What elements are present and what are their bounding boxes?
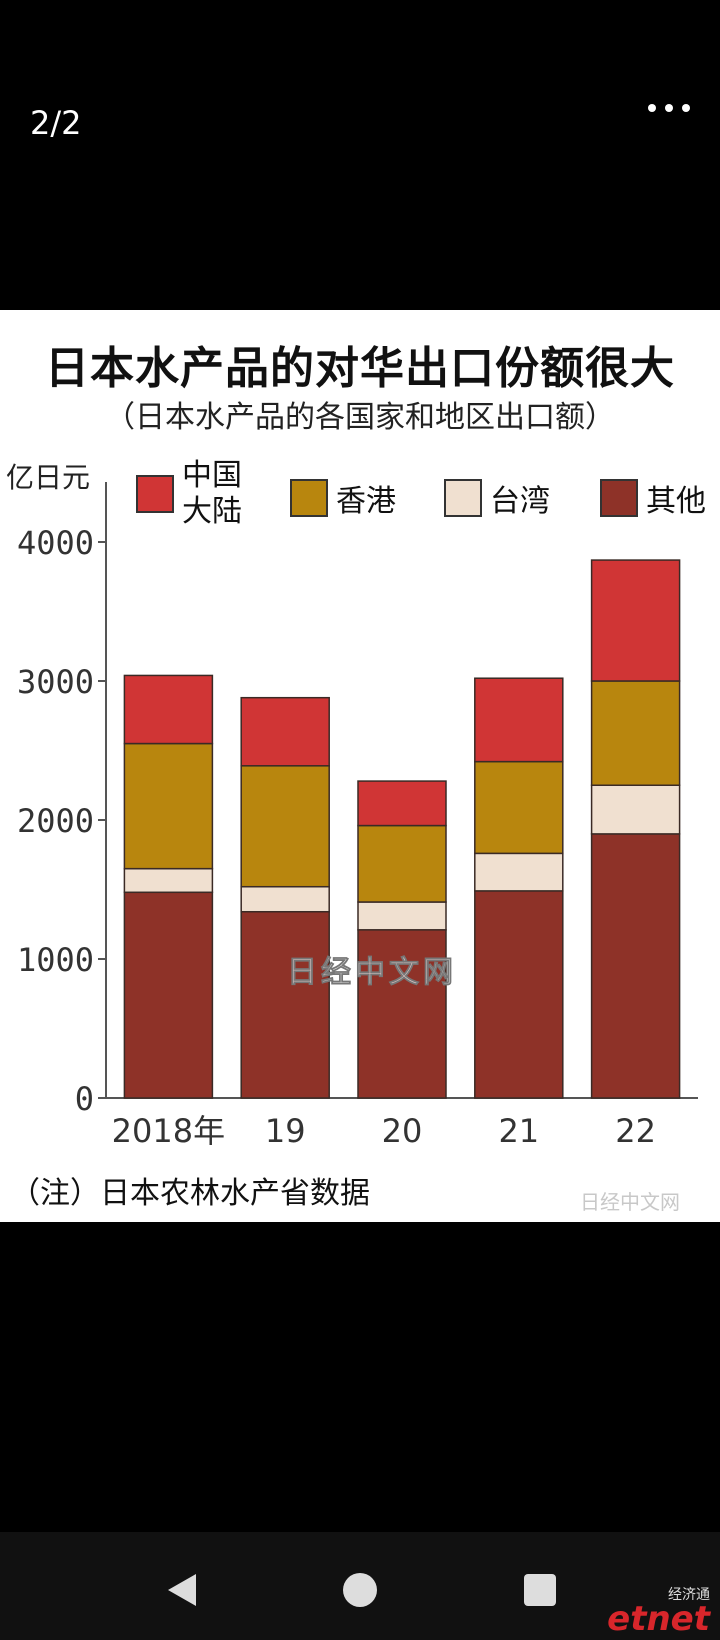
bar-segment — [357, 780, 447, 827]
image-counter: 2/2 — [30, 104, 82, 142]
y-tick-label: 4000 — [17, 524, 94, 562]
back-triangle-icon[interactable] — [162, 1570, 202, 1610]
legend-label-other: 其他 — [646, 484, 706, 519]
y-axis-unit: 亿日元 — [6, 461, 91, 494]
bar-segment — [240, 885, 330, 913]
bar-segment — [474, 760, 564, 855]
x-tick-label: 19 — [265, 1112, 306, 1150]
x-tick-label: 20 — [382, 1112, 423, 1150]
x-tick-label: 22 — [615, 1112, 656, 1150]
bar-segment — [474, 852, 564, 892]
etnet-logo-en: etnet — [607, 1599, 710, 1639]
legend-label-hongkong: 香港 — [336, 484, 396, 519]
legend-swatch-taiwan — [444, 479, 482, 517]
chart-image: 日本水产品的对华出口份额很大 （日本水产品的各国家和地区出口额） 亿日元 中国 … — [0, 310, 720, 1222]
legend-swatch-other — [600, 479, 638, 517]
more-horizontal-icon[interactable] — [648, 104, 690, 112]
bar-segment — [123, 867, 214, 894]
home-circle-icon[interactable] — [340, 1570, 380, 1610]
legend-item-hongkong: 香港 — [290, 476, 396, 520]
bar-segment — [590, 559, 681, 682]
bar-segment — [474, 677, 564, 763]
bar-segment — [123, 742, 214, 870]
x-tick-label: 2018年 — [112, 1112, 225, 1150]
chart-title: 日本水产品的对华出口份额很大 — [45, 343, 675, 394]
recents-square-icon[interactable] — [520, 1570, 560, 1610]
bar-segment — [590, 833, 681, 1099]
stacked-bar-chart: 0 1000 2000 3000 4000 2018年 19 20 21 22 日经中文网 — [17, 482, 698, 1150]
y-tick-label: 0 — [75, 1080, 94, 1118]
bar-segment — [123, 674, 214, 745]
bar-segment — [240, 765, 330, 888]
etnet-logo: 经济通 etnet — [607, 1584, 710, 1636]
bar-segment — [240, 696, 330, 767]
legend-item-taiwan: 台湾 — [444, 476, 550, 520]
bar-segment — [123, 891, 214, 1099]
chart-subtitle: （日本水产品的各国家和地区出口额） — [105, 400, 615, 435]
legend-swatch-hongkong — [290, 479, 328, 517]
source-note: （注）日本农林水产省数据 — [10, 1176, 370, 1211]
legend-item-other: 其他 — [600, 476, 706, 520]
bar-segment — [357, 824, 447, 903]
bar-segment — [590, 680, 681, 786]
corner-watermark: 日经中文网 — [580, 1190, 680, 1214]
android-nav-bar: 经济通 etnet — [0, 1532, 720, 1640]
bar-segment — [474, 890, 564, 1099]
viewer-top-bar: 2/2 — [0, 0, 720, 310]
y-tick-label: 3000 — [17, 663, 94, 701]
bar-segment — [357, 901, 447, 931]
legend-label-china-2: 大陆 — [182, 494, 242, 529]
etnet-logo-cn: 经济通 — [668, 1587, 710, 1603]
legend-label-china-1: 中国 — [182, 458, 242, 493]
legend-label-taiwan: 台湾 — [490, 484, 550, 519]
bar-segment — [240, 910, 330, 1099]
bar-segment — [357, 929, 447, 1099]
y-tick-label: 1000 — [17, 941, 94, 979]
bar-segment — [590, 784, 681, 835]
legend-swatch-china — [136, 475, 174, 513]
y-tick-label: 2000 — [17, 802, 94, 840]
x-tick-label: 21 — [498, 1112, 539, 1150]
legend-item-china: 中国 大陆 — [136, 458, 242, 530]
chart-watermark: 日经中文网 — [287, 955, 457, 990]
